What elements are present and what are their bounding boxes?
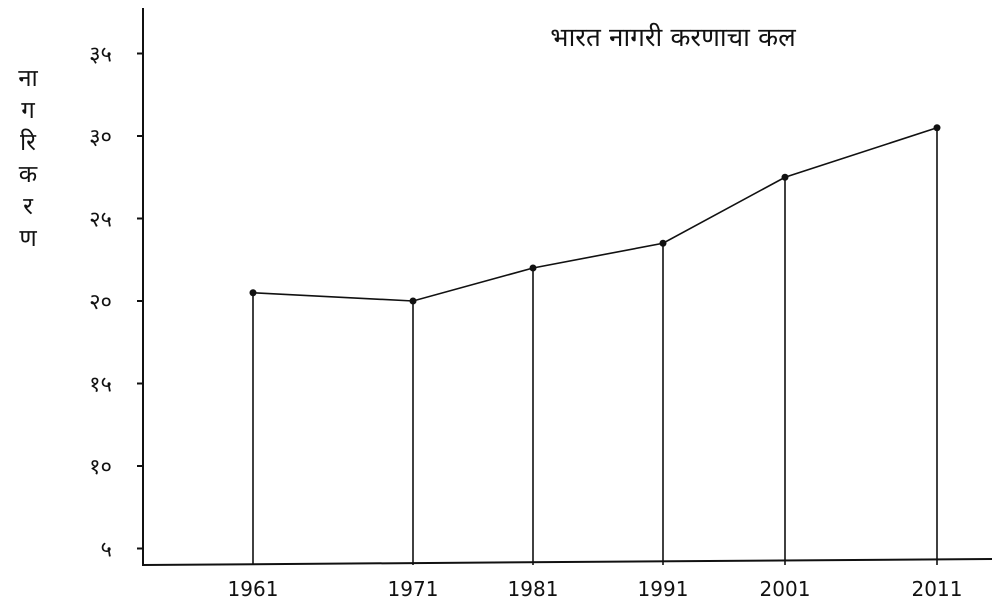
y-tick-label: २०: [89, 290, 112, 315]
data-point: [659, 239, 667, 247]
y-tick-label: १०: [89, 455, 112, 480]
data-point: [529, 264, 537, 272]
x-axis-line: [142, 558, 993, 566]
y-axis-label-char: ना: [18, 64, 38, 92]
y-tick-label: २५: [89, 208, 112, 233]
data-point: [933, 124, 941, 132]
x-tick-label: 1971: [388, 577, 439, 601]
y-axis-label-char: र: [23, 192, 33, 220]
data-point: [249, 289, 257, 297]
y-axis-label-char: क: [18, 160, 38, 188]
y-axis-label-char: ग: [21, 96, 35, 124]
x-tick-label: 1991: [638, 577, 689, 601]
y-axis-label: ना ग रि क र ण: [6, 62, 50, 254]
x-tick-label: 2001: [760, 577, 811, 601]
y-axis-label-char: ण: [19, 224, 37, 252]
series-line: [252, 126, 938, 302]
data-point: [781, 173, 789, 181]
data-point: [409, 297, 417, 305]
y-tick-label: १५: [89, 373, 112, 398]
y-tick-label: ३५: [89, 43, 112, 68]
x-tick-label: 1961: [228, 577, 279, 601]
x-tick-label: 2011: [912, 577, 963, 601]
chart-title: भारत नागरी करणाचा कल: [550, 22, 796, 53]
y-tick-label: ३०: [89, 125, 112, 150]
y-tick-label: ५: [101, 538, 112, 563]
y-axis-label-char: रि: [19, 128, 37, 156]
x-tick-label: 1981: [508, 577, 559, 601]
